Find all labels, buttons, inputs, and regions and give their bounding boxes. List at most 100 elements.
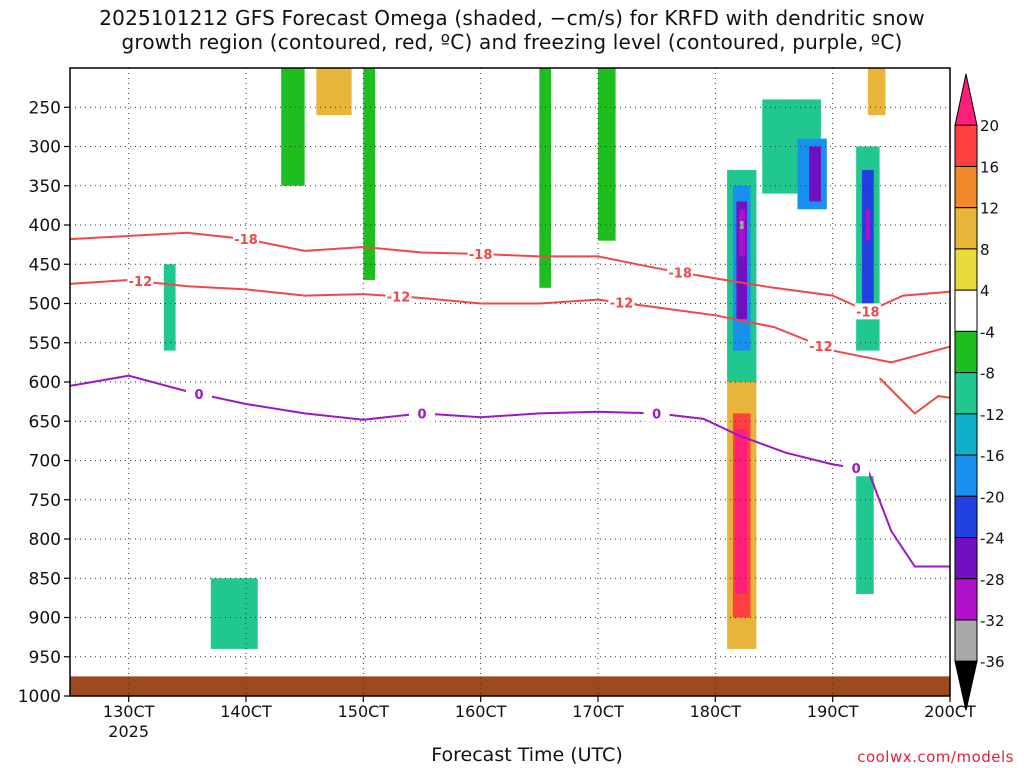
colorbar-label: -36	[980, 653, 1005, 671]
contour-label-bg	[854, 303, 881, 320]
x-tick-label: 150CT	[338, 702, 390, 721]
y-tick-label: 550	[29, 334, 61, 354]
omega-cell	[281, 68, 305, 186]
colorbar-label: -32	[980, 612, 1005, 630]
x-tick-label: 200CT	[924, 702, 976, 721]
colorbar-label: 4	[980, 282, 990, 300]
y-tick-label: 900	[29, 609, 61, 629]
chart-title-line-1: 2025101212 GFS Forecast Omega (shaded, −…	[99, 6, 925, 30]
y-tick-label: 600	[29, 373, 61, 393]
x-tick-label: 130CT	[103, 702, 155, 721]
x-tick-label: 140CT	[220, 702, 272, 721]
contour-label: 0	[417, 407, 426, 422]
contour-label-bg	[467, 246, 494, 263]
colorbar-swatch	[954, 495, 978, 539]
contour-label: -12	[809, 340, 833, 355]
contour-label-bg	[409, 405, 435, 422]
omega-cell	[598, 68, 616, 241]
contour-dgz-top	[69, 231, 951, 313]
contour-label: -12	[610, 297, 634, 312]
colorbar-swatch	[954, 578, 978, 621]
colorbar-swatch	[954, 124, 978, 167]
contour-label-bg	[385, 288, 412, 305]
contour-label-bg	[667, 264, 694, 281]
omega-cell	[539, 68, 552, 288]
contour-dgz-bottom	[69, 278, 951, 364]
colorbar-label: 20	[980, 117, 999, 135]
x-tick-label: 180CT	[690, 702, 742, 721]
x-tick-label: 160CT	[455, 702, 507, 721]
colorbar-swatch	[954, 289, 978, 332]
y-tick-label: 450	[29, 255, 61, 275]
x-year-label: 2025	[108, 722, 149, 741]
chart-title-line-2: growth region (contoured, red, ºC) and f…	[121, 30, 903, 54]
colorbar-swatch	[954, 454, 978, 497]
omega-cell	[163, 264, 176, 351]
omega-cell	[736, 201, 748, 320]
colorbar-label: 12	[980, 200, 999, 218]
y-tick-label: 650	[29, 412, 61, 432]
omega-cell	[865, 209, 871, 241]
omega-cell	[856, 476, 874, 594]
colorbar-swatch	[954, 207, 978, 250]
colorbar-label: 16	[980, 158, 999, 176]
contour-label-bg	[807, 337, 834, 354]
omega-cell	[738, 209, 745, 257]
contour-label-bg	[608, 294, 635, 311]
contour-label-bg	[186, 385, 213, 402]
contour-label: -18	[856, 305, 880, 320]
y-tick-label: 950	[29, 648, 61, 668]
contour-dgz-lower	[878, 377, 951, 415]
colorbar-swatch	[954, 165, 978, 209]
colorbar-swatch	[954, 660, 978, 711]
contour-label: 0	[852, 462, 861, 477]
colorbar-swatch	[954, 413, 978, 456]
contour-label-bg	[233, 231, 259, 248]
contour-label-bg	[127, 273, 154, 290]
x-tick-label: 170CT	[572, 702, 624, 721]
y-tick-label: 850	[29, 569, 61, 589]
omega-cell	[363, 68, 376, 280]
colorbar-label: -20	[980, 488, 1005, 506]
ground-surface	[70, 676, 950, 696]
colorbar-label: -12	[980, 406, 1005, 424]
omega-cell	[316, 68, 352, 116]
y-tick-label: 400	[29, 216, 61, 236]
colorbar-swatch	[954, 330, 978, 374]
contour-label: 0	[652, 407, 661, 422]
omega-cell	[867, 68, 886, 116]
colorbar-swatch	[954, 619, 978, 662]
contour-label: 0	[195, 388, 204, 403]
x-tick-label: 190CT	[807, 702, 859, 721]
colorbar-swatch	[954, 537, 978, 580]
omega-cell	[735, 429, 748, 594]
colorbar-label: -4	[980, 323, 995, 341]
contour-label-bg	[843, 460, 870, 477]
omega-cell	[739, 221, 744, 229]
contour-label: -18	[469, 248, 493, 263]
colorbar-label: -16	[980, 447, 1005, 465]
colorbar-label: -24	[980, 530, 1005, 548]
colorbar-label: -28	[980, 571, 1005, 589]
colorbar-swatch	[954, 372, 978, 415]
y-tick-label: 300	[29, 138, 61, 158]
omega-cell	[210, 578, 258, 649]
contour-label-bg	[643, 405, 670, 422]
y-tick-label: 250	[29, 98, 61, 118]
contour-label: -12	[129, 275, 153, 290]
y-tick-label: 350	[29, 177, 61, 197]
omega-cell	[809, 146, 821, 202]
y-tick-label: 1000	[18, 687, 61, 707]
colorbar-swatch	[954, 248, 978, 291]
colorbar-label: -8	[980, 365, 995, 383]
source-credit: coolwx.com/models	[857, 748, 1014, 766]
contour-label: -18	[668, 266, 692, 281]
y-tick-label: 500	[29, 295, 61, 315]
x-axis-label: Forecast Time (UTC)	[431, 744, 623, 766]
y-tick-label: 800	[29, 530, 61, 550]
colorbar-swatch	[954, 73, 978, 126]
contour-label: -18	[234, 233, 258, 248]
y-tick-label: 700	[29, 452, 61, 472]
colorbar-label: 8	[980, 241, 990, 259]
